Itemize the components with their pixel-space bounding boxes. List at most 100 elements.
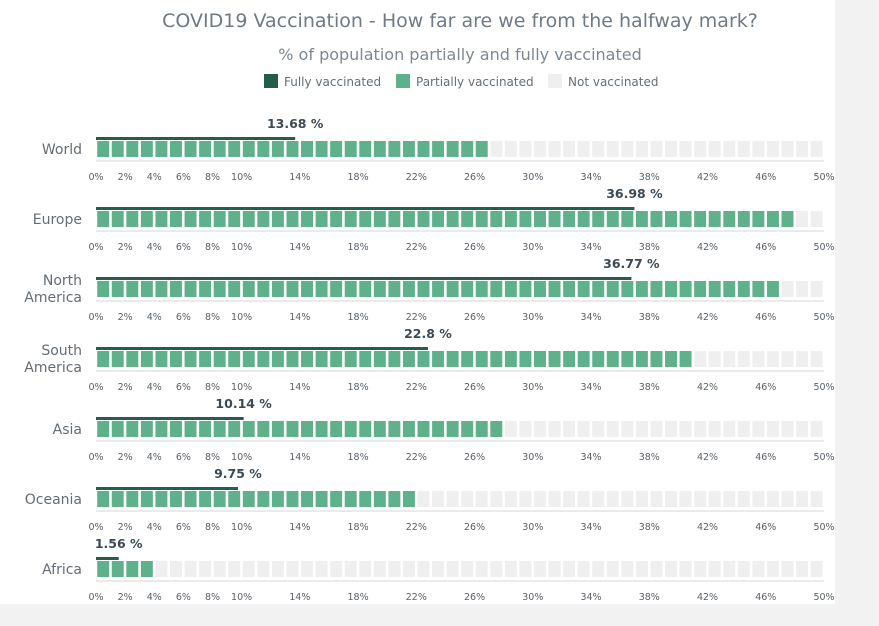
tick-label: 26% <box>464 592 485 603</box>
value-label: 10.14 % <box>215 396 272 411</box>
tick-label: 2% <box>118 382 133 393</box>
partial-cell <box>271 351 284 367</box>
tick-label: 50% <box>813 452 834 463</box>
partial-cell <box>271 421 284 437</box>
empty-cell <box>577 491 590 507</box>
empty-cell <box>737 421 750 437</box>
tick-label: 10% <box>231 452 252 463</box>
partial-cell <box>330 421 343 437</box>
tick-label: 38% <box>639 172 660 183</box>
partial-cell <box>446 421 459 437</box>
partial-cell <box>402 421 415 437</box>
tick-label: 10% <box>231 242 252 253</box>
empty-cell <box>679 491 692 507</box>
empty-cell <box>679 421 692 437</box>
partial-cell <box>635 211 648 227</box>
partial-cell <box>301 351 313 367</box>
partial-cell <box>170 211 182 227</box>
empty-cell <box>796 561 809 577</box>
empty-cell <box>461 491 474 507</box>
partial-cell <box>126 421 139 437</box>
tick-label: 14% <box>289 382 310 393</box>
partial-cell <box>155 421 168 437</box>
empty-cell <box>563 491 576 507</box>
empty-cell <box>752 421 765 437</box>
empty-cell <box>373 561 386 577</box>
tick-label: 14% <box>289 592 310 603</box>
empty-cell <box>679 141 692 157</box>
tick-label: 6% <box>176 312 191 323</box>
partial-cell <box>752 211 765 227</box>
partial-cell <box>315 351 328 367</box>
chart-frame: COVID19 Vaccination - How far are we fro… <box>0 0 835 604</box>
partial-cell <box>344 351 357 367</box>
partial-cell <box>490 211 503 227</box>
partial-cell <box>111 351 124 367</box>
empty-cell <box>650 561 663 577</box>
partial-cell <box>432 421 445 437</box>
partial-cell <box>126 491 139 507</box>
tick-label: 42% <box>697 312 718 323</box>
partial-cell <box>111 491 124 507</box>
tick-label: 34% <box>580 242 601 253</box>
empty-cell <box>796 351 809 367</box>
partial-cell <box>271 491 284 507</box>
partial-cell <box>475 421 488 437</box>
empty-cell <box>737 351 750 367</box>
empty-cell <box>752 141 765 157</box>
tick-label: 0% <box>88 172 103 183</box>
tick-label: 42% <box>697 452 718 463</box>
tick-label: 26% <box>464 382 485 393</box>
partial-cell <box>708 211 721 227</box>
partial-cell <box>286 491 299 507</box>
tick-label: 30% <box>522 452 543 463</box>
partial-cell <box>446 141 459 157</box>
region-label: World <box>42 142 82 158</box>
empty-cell <box>577 561 590 577</box>
empty-cell <box>490 561 503 577</box>
partial-cell <box>592 211 605 227</box>
partial-cell <box>111 421 124 437</box>
partial-cell <box>504 351 517 367</box>
partial-cell <box>242 281 255 297</box>
empty-cell <box>650 421 663 437</box>
partial-cell <box>344 281 357 297</box>
partial-cell <box>694 281 707 297</box>
empty-cell <box>650 141 663 157</box>
row-world: World 13.68 % 0% 2% 4% 6% 8% 10% 14% 18% 22% 26% 30%… <box>42 116 835 183</box>
tick-label: 14% <box>289 452 310 463</box>
partial-cell <box>170 141 182 157</box>
partial-cell <box>97 141 110 157</box>
partial-cell <box>228 421 241 437</box>
partial-cell <box>286 351 299 367</box>
value-label: 36.98 % <box>606 186 663 201</box>
tick-label: 6% <box>176 592 191 603</box>
partial-cell <box>301 491 313 507</box>
empty-cell <box>810 211 823 227</box>
partial-cell <box>563 211 576 227</box>
empty-cell <box>752 491 765 507</box>
empty-cell <box>563 421 576 437</box>
partial-cell <box>432 281 445 297</box>
tick-label: 0% <box>88 242 103 253</box>
partial-cell <box>373 281 386 297</box>
tick-label: 26% <box>464 312 485 323</box>
partial-cell <box>665 281 677 297</box>
partial-cell <box>140 421 153 437</box>
empty-cell <box>490 141 503 157</box>
value-label: 1.56 % <box>95 536 143 551</box>
empty-cell <box>810 141 823 157</box>
vaccination-chart: COVID19 Vaccination - How far are we fro… <box>24 10 835 603</box>
partial-cell <box>534 281 546 297</box>
partial-cell <box>213 421 226 437</box>
partial-cell <box>519 351 532 367</box>
tick-label: 6% <box>176 242 191 253</box>
tick-label: 2% <box>118 312 133 323</box>
partial-cell <box>97 281 110 297</box>
legend-label-none: Not vaccinated <box>568 75 659 89</box>
tick-label: 38% <box>639 592 660 603</box>
tick-label: 34% <box>580 382 601 393</box>
empty-cell <box>271 561 284 577</box>
partial-cell <box>737 211 750 227</box>
partial-cell <box>170 491 182 507</box>
